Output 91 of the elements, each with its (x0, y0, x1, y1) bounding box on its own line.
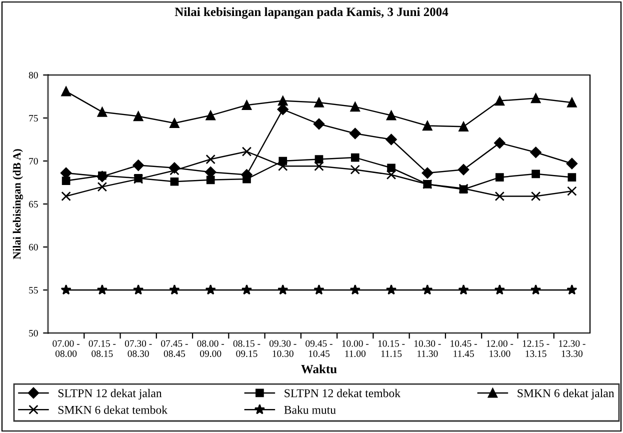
point (97, 182, 108, 192)
point (206, 154, 216, 164)
point (206, 110, 216, 120)
point (169, 284, 180, 295)
point (170, 177, 179, 186)
point (422, 167, 434, 179)
legend-label: SMKN 6 dekat jalan (518, 388, 614, 400)
x-tick-label: 07.00 - 08.00 (52, 340, 80, 357)
point (170, 166, 180, 176)
point (566, 284, 578, 295)
point (422, 284, 433, 295)
legend-label: SMKN 6 dekat tembok (58, 406, 168, 414)
point (314, 155, 324, 164)
point (386, 134, 397, 146)
point (350, 284, 360, 295)
x-tick-label: 08.00 - 09.00 (197, 340, 224, 357)
x-tick-label: 10.15 - 11.15 (378, 340, 405, 357)
point (567, 186, 577, 196)
x-tick-label: 07.45 - 08.45 (161, 340, 188, 357)
point (278, 161, 288, 172)
x-tick-label: 08.15 - 09.15 (233, 340, 260, 357)
point (386, 170, 396, 180)
x-tick-label: 12.15 - 13.15 (522, 340, 550, 357)
x-axis-title: Waktu (301, 364, 337, 374)
x-tick-label: 12.30 - 13.30 (559, 340, 586, 357)
x-tick-label: 09.45 - 10.45 (306, 340, 332, 357)
point (133, 111, 144, 122)
point (278, 284, 288, 295)
point (387, 164, 396, 172)
x-tick-label: 10.00 - 11.00 (342, 340, 369, 357)
y-axis-title: Nilai kebisingan (dB A) (12, 149, 23, 260)
legend-label: SLTPN 12 dekat tembok (284, 388, 401, 398)
legend-label: SLTPN 12 dekat jalan (58, 388, 162, 400)
point (350, 164, 360, 174)
point (61, 191, 71, 202)
point (532, 170, 540, 178)
point (241, 284, 252, 295)
point (62, 176, 70, 185)
y-tick-label: 55 (29, 287, 38, 294)
point (96, 284, 108, 295)
y-tick-label: 65 (28, 200, 38, 208)
point (496, 173, 504, 182)
x-tick-label: 07.15 - 08.15 (88, 340, 116, 357)
chart-title: Nilai kebisingan lapangan pada Kamis, 3 Juni 2004 (174, 7, 448, 19)
legend-label: Baku mutu (284, 406, 336, 414)
point (566, 158, 578, 170)
point (133, 284, 144, 295)
point (458, 122, 468, 132)
point (458, 284, 469, 295)
point (530, 93, 541, 104)
y-tick-label: 60 (28, 244, 38, 250)
point (422, 120, 432, 131)
point (458, 164, 470, 176)
y-tick-label: 80 (28, 72, 38, 78)
point (97, 107, 108, 117)
y-tick-label: 75 (29, 115, 38, 122)
point (386, 110, 396, 120)
point (61, 86, 71, 96)
x-tick-label: 09.30 - 10.30 (269, 340, 296, 357)
point (206, 176, 215, 184)
point (567, 98, 577, 108)
point (494, 284, 505, 295)
point (530, 284, 542, 295)
point (314, 98, 324, 108)
point (568, 173, 576, 182)
point (494, 191, 505, 202)
y-tick-label: 70 (29, 158, 38, 164)
x-tick-label: 10.30 - 11.30 (414, 340, 441, 357)
point (386, 284, 397, 295)
point (98, 171, 106, 180)
point (350, 102, 360, 112)
x-tick-label: 12.00 - 13.00 (486, 340, 514, 357)
point (242, 100, 252, 110)
x-tick-label: 10.45 - 11.45 (450, 340, 477, 357)
point (242, 146, 252, 156)
point (530, 146, 542, 158)
point (314, 284, 324, 295)
point (494, 96, 505, 106)
x-tick-label: 07.30 - 08.30 (124, 340, 152, 357)
point (132, 160, 144, 171)
point (170, 118, 180, 128)
point (313, 118, 325, 130)
point (205, 284, 216, 295)
point (494, 137, 506, 149)
point (60, 284, 72, 295)
point (278, 96, 288, 106)
point (530, 191, 541, 202)
point (314, 161, 324, 172)
point (350, 153, 360, 162)
y-tick-label: 50 (29, 330, 38, 336)
point (350, 128, 361, 140)
